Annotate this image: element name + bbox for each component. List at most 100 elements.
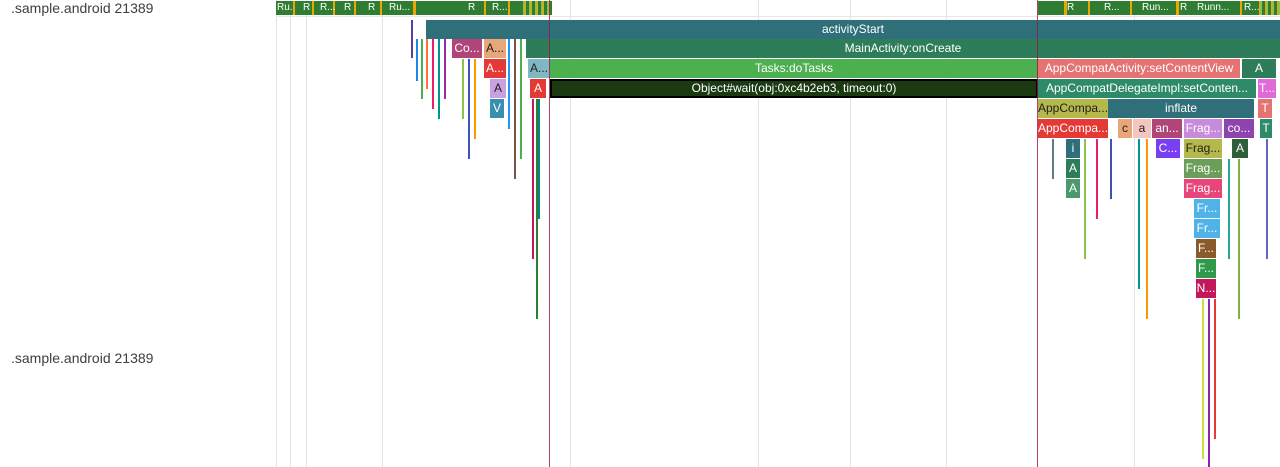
slice-small-a[interactable]: A <box>1066 179 1080 198</box>
grid-line <box>290 0 291 467</box>
grid-line <box>1134 0 1135 467</box>
slice-spike <box>1238 159 1240 319</box>
slice-fragment[interactable]: Frag... <box>1184 179 1222 198</box>
state-label: R... <box>492 2 508 13</box>
timeline-area[interactable]: Ru... R R... R R Ru... R R... R R... Run… <box>276 0 1280 467</box>
runnable-state <box>312 1 314 15</box>
slice-inflate[interactable]: inflate <box>1108 99 1254 118</box>
runnable-state <box>1130 1 1132 15</box>
track-label-bottom[interactable]: .sample.android 21389 <box>11 350 154 366</box>
slice-small-t[interactable]: T <box>1258 99 1272 118</box>
track-labels: .sample.android 21389 .sample.android 21… <box>0 0 276 467</box>
slice-small-a[interactable]: A <box>1242 59 1276 78</box>
slice-spike <box>411 20 413 58</box>
runnable-state <box>333 1 335 15</box>
slice-small-co[interactable]: Co... <box>452 39 482 58</box>
slice-small-i[interactable]: i <box>1066 139 1080 158</box>
runnable-state <box>380 1 382 15</box>
slice-small-n[interactable]: N... <box>1196 279 1216 298</box>
slice-fragment[interactable]: Frag... <box>1184 119 1222 138</box>
slice-spike <box>1096 139 1098 219</box>
state-label: Ru... <box>389 2 411 13</box>
flow-marker <box>549 0 550 467</box>
slice-spike <box>520 39 522 159</box>
track-label-top[interactable]: .sample.android 21389 <box>11 0 154 16</box>
runnable-state <box>1256 1 1280 15</box>
slice-spike <box>1202 299 1204 459</box>
slice-small-a[interactable]: A <box>1232 139 1248 158</box>
slice-small-v[interactable]: V <box>490 99 504 118</box>
slice-delegate-set-content[interactable]: AppCompatDelegateImpl:setConten... <box>1038 79 1256 98</box>
state-label: Ru... <box>277 2 293 13</box>
slice-spike <box>1110 139 1112 199</box>
slice-small-c[interactable]: C... <box>1156 139 1180 158</box>
slice-fragment[interactable]: Frag... <box>1184 139 1222 158</box>
slice-small-t[interactable]: T <box>1260 119 1272 138</box>
slice-spike <box>474 59 476 139</box>
state-label: R <box>1180 2 1188 13</box>
slice-activity-start[interactable]: activityStart <box>426 20 1280 39</box>
grid-line <box>276 0 277 467</box>
slice-small-a[interactable]: A <box>490 79 506 98</box>
runnable-state <box>520 1 550 15</box>
state-label: R <box>468 2 476 13</box>
slice-small-a[interactable]: A... <box>528 59 550 78</box>
state-label: R <box>1067 2 1075 13</box>
slice-small-a[interactable]: a <box>1133 119 1151 138</box>
state-label: R... <box>1104 2 1120 13</box>
slice-spike <box>1146 139 1148 319</box>
runnable-state <box>508 1 510 15</box>
state-label: Run... <box>1142 2 1169 13</box>
runnable-state <box>1064 1 1067 15</box>
state-label: R... <box>320 2 336 13</box>
slice-fragment[interactable]: Frag... <box>1184 159 1222 178</box>
slice-tasks-do-tasks[interactable]: Tasks:doTasks <box>550 59 1038 78</box>
slice-fragment[interactable]: F... <box>1196 259 1216 278</box>
slice-spike <box>462 59 464 119</box>
slice-spike <box>538 99 540 219</box>
slice-appcompat-b[interactable]: AppCompa... <box>1038 119 1108 138</box>
runnable-state <box>1088 1 1090 15</box>
slice-spike <box>536 99 538 319</box>
slice-small-a[interactable]: A... <box>484 59 506 78</box>
runnable-state <box>413 1 416 15</box>
slice-fragment[interactable]: F... <box>1196 239 1216 258</box>
slice-fragment[interactable]: Fr... <box>1194 219 1220 238</box>
slice-small-a[interactable]: A <box>1066 159 1080 178</box>
slice-small-t[interactable]: T... <box>1258 79 1276 98</box>
grid-line <box>382 0 383 467</box>
slice-spike <box>1266 139 1268 259</box>
slice-small-c[interactable]: c <box>1118 119 1132 138</box>
grid-line <box>758 0 759 467</box>
grid-line <box>570 0 571 467</box>
slice-spike <box>426 39 428 89</box>
slice-small-a[interactable]: A... <box>484 39 506 58</box>
slice-spike <box>532 99 534 259</box>
slice-small-co[interactable]: co... <box>1224 119 1254 138</box>
slice-spike <box>1052 139 1054 179</box>
state-label: R <box>368 2 376 13</box>
grid-line <box>946 0 947 467</box>
slice-appcompat-a[interactable]: AppCompa... <box>1038 99 1108 118</box>
slice-small-an[interactable]: an... <box>1152 119 1182 138</box>
grid-line <box>850 0 851 467</box>
slice-main-activity-on-create[interactable]: MainActivity:onCreate <box>526 39 1280 58</box>
slice-spike <box>508 39 510 129</box>
track-divider <box>276 16 1280 17</box>
runnable-state <box>1176 1 1179 15</box>
state-label: R <box>344 2 352 13</box>
state-label: R <box>303 2 311 13</box>
slice-spike <box>1214 299 1216 439</box>
grid-line <box>306 0 307 467</box>
slice-set-content-view[interactable]: AppCompatActivity:setContentView <box>1038 59 1240 78</box>
runnable-state <box>354 1 356 15</box>
slice-spike <box>432 39 434 109</box>
runnable-state <box>293 1 295 15</box>
slice-fragment[interactable]: Fr... <box>1194 199 1220 218</box>
slice-spike <box>1138 139 1140 289</box>
slice-small-a[interactable]: A <box>530 79 546 98</box>
slice-spike <box>1228 159 1230 259</box>
runnable-state <box>484 1 486 15</box>
slice-object-wait[interactable]: Object#wait(obj:0xc4b2eb3, timeout:0) <box>550 79 1038 98</box>
thread-state-strip-right[interactable] <box>1038 1 1280 15</box>
